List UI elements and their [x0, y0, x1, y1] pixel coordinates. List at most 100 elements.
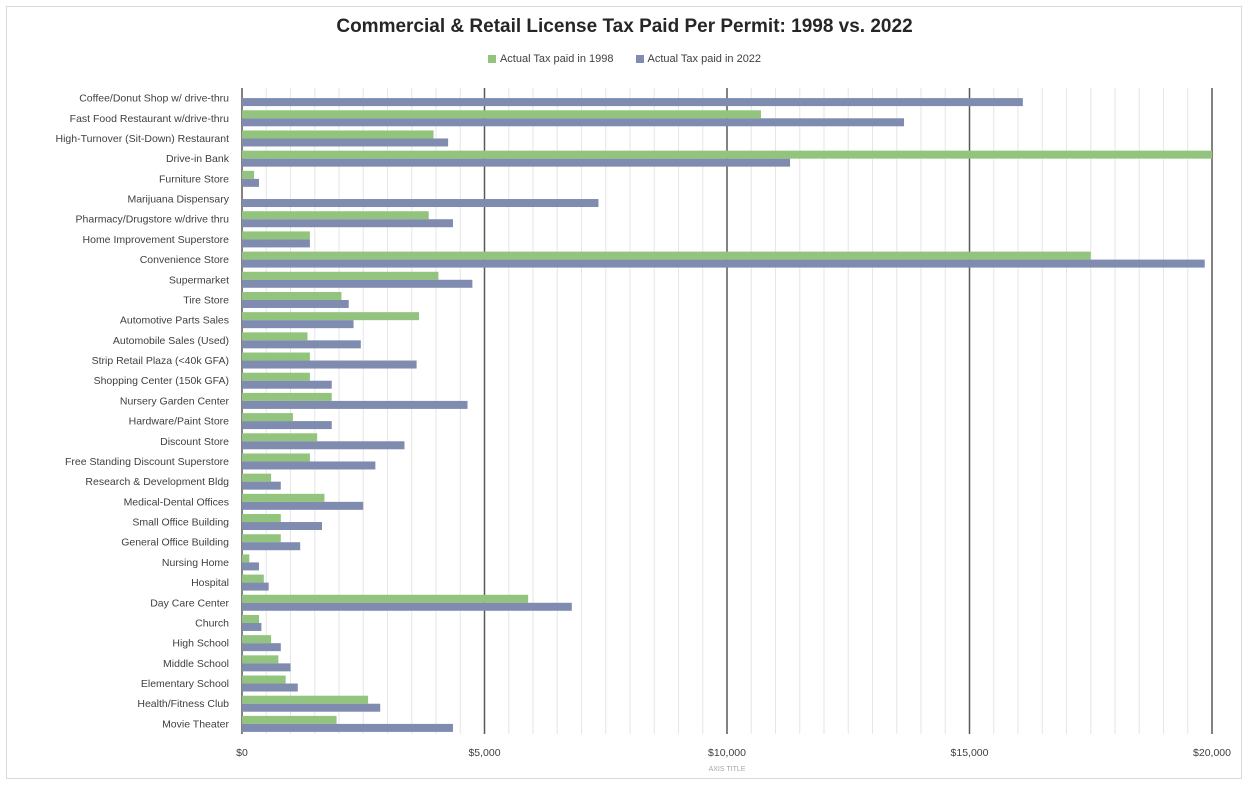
- bar-1998: [242, 231, 310, 240]
- bar-1998: [242, 715, 337, 724]
- legend-swatch-1998: [487, 55, 496, 63]
- bar-2022: [242, 683, 298, 692]
- bar-2022: [242, 723, 453, 732]
- bar-1998: [242, 312, 420, 321]
- bar-2022: [242, 481, 281, 490]
- bar-2022: [242, 118, 905, 127]
- bar-2022: [242, 441, 405, 450]
- bar-1998: [242, 614, 259, 623]
- bar-1998: [242, 554, 250, 563]
- category-label: Hardware/Paint Store: [129, 416, 230, 428]
- bar-1998: [242, 453, 310, 462]
- category-label: Coffee/Donut Shop w/ drive-thru: [79, 93, 229, 105]
- category-label: Movie Theater: [162, 718, 229, 730]
- category-label: Free Standing Discount Superstore: [65, 456, 229, 468]
- chart-frame: [6, 6, 1242, 779]
- bar-1998: [242, 372, 310, 381]
- bar-2022: [242, 522, 323, 531]
- bar-1998: [242, 534, 281, 543]
- bar-1998: [242, 655, 279, 664]
- legend-label-1998: Actual Tax paid in 1998: [499, 53, 614, 65]
- x-tick-label: $20,000: [1193, 747, 1231, 759]
- category-label: Shopping Center (150k GFA): [94, 375, 229, 387]
- category-label: Supermarket: [169, 274, 229, 286]
- bar-1998: [242, 493, 325, 502]
- bar-1998: [242, 352, 310, 361]
- legend: Actual Tax paid in 1998 Actual Tax paid …: [0, 53, 1249, 65]
- category-label: Research & Development Bldg: [85, 476, 229, 488]
- bar-2022: [242, 501, 364, 510]
- category-label: Day Care Center: [150, 597, 229, 609]
- bar-1998: [242, 110, 761, 119]
- bar-2022: [242, 259, 1205, 268]
- category-label: Small Office Building: [132, 517, 229, 529]
- category-label: Hospital: [191, 577, 229, 589]
- x-tick-label: $15,000: [951, 747, 989, 759]
- category-label: Discount Store: [160, 436, 229, 448]
- bar-2022: [242, 199, 599, 208]
- bar-2022: [242, 340, 361, 349]
- category-label: Fast Food Restaurant w/drive-thru: [70, 113, 229, 125]
- bar-1998: [242, 594, 529, 603]
- bar-1998: [242, 291, 342, 300]
- bar-1998: [242, 473, 272, 482]
- bar-1998: [242, 695, 369, 704]
- bar-1998: [242, 675, 286, 684]
- legend-item-1998: Actual Tax paid in 1998: [487, 53, 614, 65]
- category-label: Furniture Store: [159, 173, 229, 185]
- x-tick-label: $10,000: [708, 747, 746, 759]
- category-label: Nursery Garden Center: [120, 395, 230, 407]
- bar-1998: [242, 413, 293, 422]
- category-label: High School: [172, 638, 229, 650]
- category-label: Convenience Store: [140, 254, 229, 266]
- bar-1998: [242, 150, 1212, 159]
- bar-2022: [242, 380, 332, 389]
- bar-1998: [242, 130, 434, 139]
- legend-label-2022: Actual Tax paid in 2022: [647, 53, 762, 65]
- category-label: Strip Retail Plaza (<40k GFA): [92, 355, 229, 367]
- category-label: Home Improvement Superstore: [83, 234, 230, 246]
- bar-2022: [242, 299, 349, 308]
- x-tick-label: $5,000: [468, 747, 500, 759]
- category-label: Tire Store: [183, 294, 229, 306]
- category-label: General Office Building: [121, 537, 229, 549]
- chart-title: Commercial & Retail License Tax Paid Per…: [336, 16, 913, 37]
- category-label: Automotive Parts Sales: [120, 315, 229, 327]
- category-label: Church: [195, 617, 229, 629]
- bar-2022: [242, 582, 269, 591]
- category-label: Medical-Dental Offices: [124, 496, 229, 508]
- bar-2022: [242, 239, 310, 248]
- category-labels: Coffee/Donut Shop w/ drive-thru Fast Food…: [55, 93, 229, 731]
- grid-lines: [241, 88, 1213, 734]
- category-label: Marijuana Dispensary: [127, 194, 229, 206]
- bar-1998: [242, 211, 429, 220]
- bar-2022: [242, 663, 291, 672]
- bar-1998: [242, 392, 332, 401]
- legend-item-2022: Actual Tax paid in 2022: [635, 53, 762, 65]
- bar-2022: [242, 219, 453, 228]
- bar-2022: [242, 622, 262, 631]
- bar-2022: [242, 461, 376, 470]
- bar-2022: [242, 703, 381, 712]
- bar-1998: [242, 574, 264, 583]
- category-label: Elementary School: [141, 678, 229, 690]
- bar-2022: [242, 320, 354, 329]
- bar-2022: [242, 562, 259, 571]
- bar-1998: [242, 170, 255, 179]
- bar-2022: [242, 178, 259, 187]
- x-tick-label: $0: [236, 747, 248, 759]
- bar-1998: [242, 635, 272, 644]
- x-axis-title: AXIS TITLE: [709, 766, 746, 773]
- category-label: Nursing Home: [162, 557, 229, 569]
- category-label: Automobile Sales (Used): [113, 335, 229, 347]
- category-label: High-Turnover (Sit-Down) Restaurant: [55, 133, 229, 145]
- bar-2022: [242, 400, 468, 409]
- bar-1998: [242, 433, 318, 442]
- bar-2022: [242, 279, 473, 288]
- bar-2022: [242, 643, 281, 652]
- bar-2022: [242, 602, 572, 611]
- bar-2022: [242, 542, 301, 551]
- x-tick-labels: $0 $5,000 $10,000 $15,000 $20,000: [236, 747, 1231, 759]
- bar-2022: [242, 421, 332, 430]
